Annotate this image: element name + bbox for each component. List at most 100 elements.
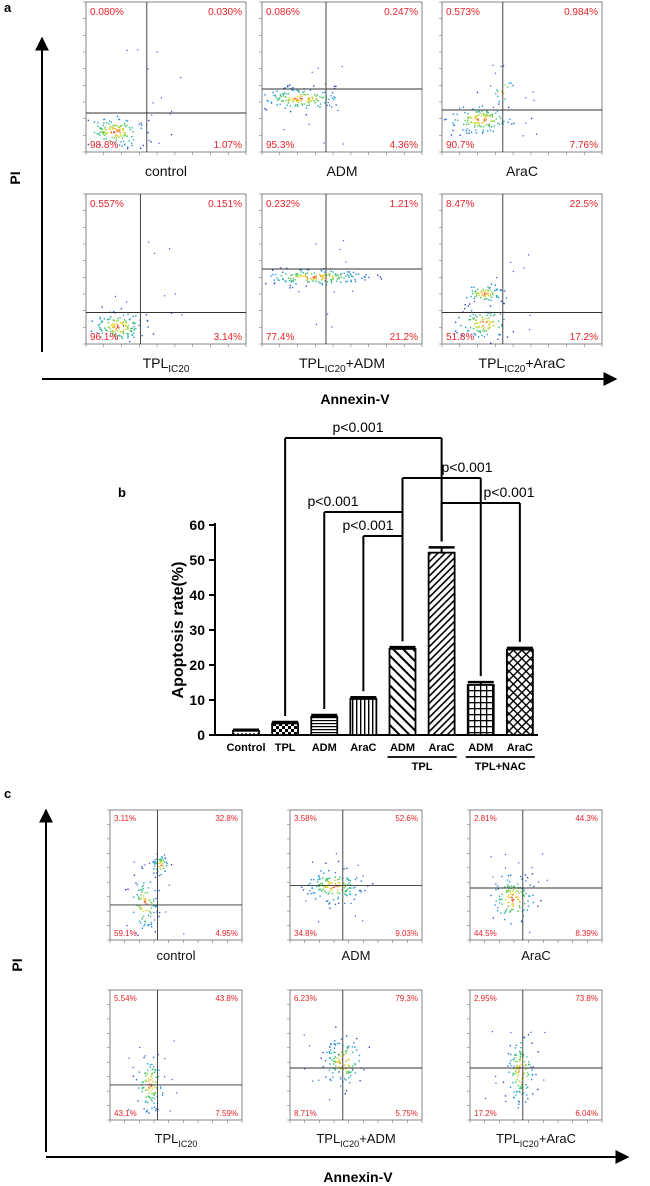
panel-c-event bbox=[495, 1075, 497, 1077]
panel-a-event bbox=[315, 98, 317, 100]
panel-c-event bbox=[155, 861, 157, 863]
panel-c-event bbox=[335, 1026, 337, 1028]
panel-a-event bbox=[482, 288, 484, 291]
panel-a-event bbox=[478, 125, 481, 127]
panel-a-event bbox=[313, 277, 316, 279]
panel-c-plot-frame bbox=[109, 809, 243, 941]
panel-c-event bbox=[526, 1094, 528, 1096]
panel-c-plot-frame bbox=[469, 809, 603, 941]
panel-c-event bbox=[142, 910, 144, 913]
panel-a-event bbox=[468, 329, 470, 332]
panel-a-event bbox=[314, 102, 316, 104]
panel-c-event bbox=[531, 1093, 534, 1095]
panel-a-event bbox=[117, 317, 119, 320]
panel-a-event bbox=[128, 126, 131, 129]
panel-c-event bbox=[517, 896, 519, 898]
panel-a-quadrant-lr: 3.14% bbox=[214, 332, 242, 343]
panel-a-event bbox=[99, 131, 101, 134]
panel-a-event bbox=[319, 106, 321, 108]
panel-a-event bbox=[328, 274, 330, 276]
panel-a-event bbox=[470, 116, 472, 118]
panel-c-event bbox=[506, 908, 508, 910]
panel-a-event bbox=[290, 274, 292, 276]
panel-a-event bbox=[279, 94, 281, 96]
panel-c-event bbox=[528, 1074, 530, 1076]
panel-c-event bbox=[156, 862, 158, 865]
panel-a-event bbox=[160, 97, 162, 99]
panel-a-event bbox=[483, 330, 486, 332]
panel-c-event bbox=[544, 1031, 546, 1034]
panel-a-event bbox=[473, 286, 475, 288]
panel-a-event bbox=[169, 113, 171, 115]
panel-c-event bbox=[137, 1100, 139, 1102]
panel-b-y-tick-label: 50 bbox=[189, 552, 205, 568]
panel-a-event bbox=[306, 276, 308, 278]
panel-c-event bbox=[348, 882, 350, 884]
panel-a-event bbox=[492, 293, 494, 296]
panel-a-event bbox=[127, 146, 129, 148]
panel-b-significance-bracket: p<0.001 bbox=[401, 459, 493, 677]
panel-c-event bbox=[499, 899, 502, 901]
panel-a-event bbox=[302, 275, 304, 278]
panel-a-event bbox=[453, 124, 456, 126]
panel-a-event bbox=[305, 114, 307, 116]
panel-a-event bbox=[354, 278, 356, 281]
panel-a-event bbox=[140, 127, 142, 129]
panel-a-quadrant-ll: 98.8% bbox=[90, 140, 118, 151]
panel-a-event bbox=[301, 98, 303, 100]
panel-b-bar bbox=[505, 648, 534, 736]
panel-c-event bbox=[320, 890, 323, 892]
panel-a-event bbox=[512, 331, 514, 333]
panel-a-event bbox=[499, 289, 502, 291]
panel-a-event bbox=[478, 110, 480, 113]
panel-c-event bbox=[496, 885, 499, 887]
panel-c-event bbox=[517, 890, 519, 893]
panel-a-event bbox=[299, 93, 302, 96]
panel-a-event bbox=[482, 295, 485, 297]
panel-c-event bbox=[332, 886, 334, 889]
panel-a-event bbox=[293, 89, 295, 92]
panel-a-event bbox=[296, 273, 299, 275]
panel-c-event bbox=[347, 1046, 349, 1048]
panel-a-event bbox=[126, 325, 128, 328]
panel-a-event bbox=[97, 125, 99, 128]
panel-a-event bbox=[119, 317, 121, 319]
panel-c-event bbox=[149, 1064, 151, 1066]
panel-a-event bbox=[282, 278, 284, 280]
panel-a-event bbox=[475, 322, 477, 324]
panel-a-event bbox=[510, 82, 512, 84]
panel-a-event bbox=[116, 326, 119, 328]
panel-a-event bbox=[525, 97, 527, 99]
panel-c-event bbox=[154, 1069, 156, 1072]
panel-a-event bbox=[482, 131, 484, 133]
panel-a-event bbox=[315, 276, 317, 278]
panel-c-event bbox=[330, 1052, 332, 1054]
panel-c-event bbox=[514, 1073, 516, 1075]
panel-c-event bbox=[334, 882, 337, 885]
panel-c-event bbox=[330, 1079, 332, 1082]
panel-a-event bbox=[129, 318, 131, 320]
panel-a-plot-events bbox=[265, 240, 383, 328]
panel-c-event bbox=[329, 1078, 331, 1080]
panel-a-event bbox=[286, 104, 288, 106]
panel-c-event bbox=[351, 1046, 354, 1048]
panel-a-event bbox=[109, 327, 111, 330]
panel-a-event bbox=[121, 337, 123, 339]
panel-c-event bbox=[132, 1075, 135, 1077]
panel-a-event bbox=[490, 314, 492, 317]
panel-c-event bbox=[140, 922, 142, 924]
panel-a-event bbox=[470, 310, 473, 312]
panel-a-event bbox=[299, 268, 301, 271]
panel-a-event bbox=[133, 326, 135, 328]
panel-c-event bbox=[358, 890, 361, 892]
panel-c-event bbox=[303, 1068, 306, 1070]
panel-a-event bbox=[343, 272, 345, 274]
panel-a-event bbox=[325, 98, 328, 100]
panel-b-p-value: p<0.001 bbox=[333, 419, 384, 435]
panel-a-event bbox=[296, 99, 298, 102]
panel-a-event bbox=[113, 326, 115, 328]
panel-a-event bbox=[115, 128, 117, 130]
panel-b-y-tick-label: 30 bbox=[189, 622, 205, 638]
panel-c-event bbox=[157, 1108, 159, 1111]
panel-c-event bbox=[330, 1043, 332, 1045]
